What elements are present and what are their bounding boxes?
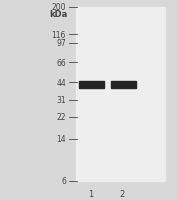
Text: 44: 44	[56, 78, 66, 87]
Text: 14: 14	[56, 135, 66, 144]
Bar	[79, 82, 104, 88]
Text: 200: 200	[52, 3, 66, 12]
Text: 31: 31	[56, 96, 66, 104]
Text: 6: 6	[61, 177, 66, 186]
Bar	[76, 8, 165, 181]
Text: 1: 1	[88, 189, 94, 198]
Text: kDa: kDa	[50, 10, 68, 19]
Text: 22: 22	[56, 112, 66, 121]
Text: 116: 116	[52, 30, 66, 39]
Text: 2: 2	[119, 189, 125, 198]
Text: 97: 97	[56, 39, 66, 48]
Bar	[111, 82, 136, 88]
Text: 66: 66	[56, 58, 66, 67]
